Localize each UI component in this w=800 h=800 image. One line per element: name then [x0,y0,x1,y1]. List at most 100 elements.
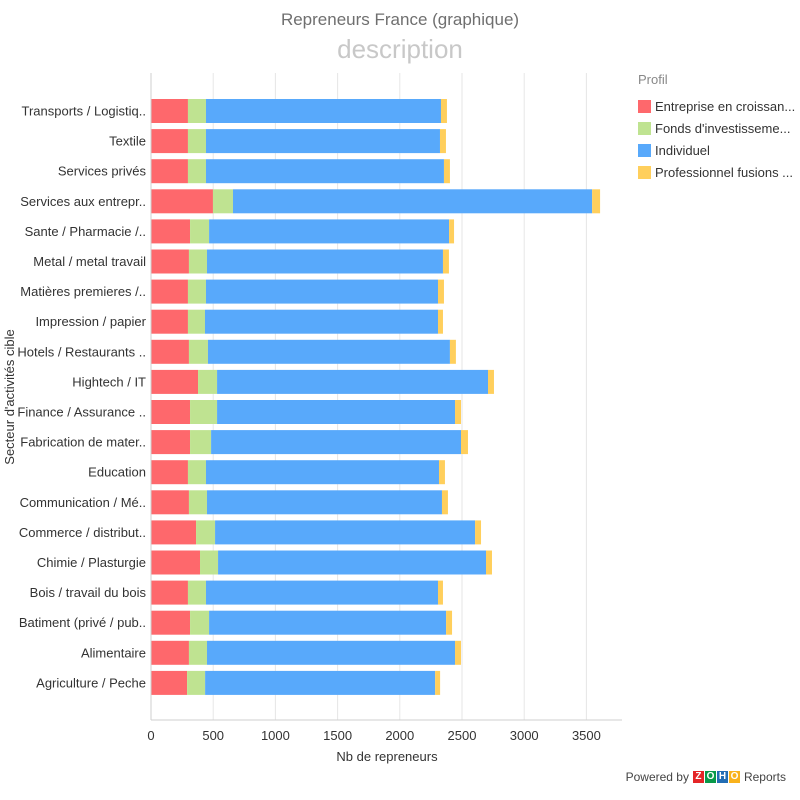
bar-segment[interactable]: Metal / metal travail — Individuel: 1897 [206,249,443,274]
bar-segment[interactable]: Hotels / Restaurants .. — Entreprise en … [151,339,189,364]
bar-segment[interactable]: Communication / Mé.. — Professionnel fus… [441,490,448,515]
bar-segment[interactable]: Education — Entreprise en croissan...: 2… [151,460,188,485]
bar-segment[interactable]: Agriculture / Peche — Individuel: 1849 [205,670,436,695]
bar-segment[interactable]: Batiment (privé / pub.. — Entreprise en … [151,610,191,635]
bar-segment[interactable]: Matières premieres /.. — Professionnel f… [437,279,444,304]
legend-item-individuel[interactable]: Individuel [638,139,795,161]
bar-segment[interactable]: Chimie / Plasturgie — Entreprise en croi… [151,550,201,575]
bar-segment[interactable]: Transports / Logistiq.. — Fonds d'invest… [187,99,206,123]
legend-item-professionnel[interactable]: Professionnel fusions ... [638,161,795,183]
bar-segment[interactable]: Services privés — Fonds d'investisseme..… [187,159,206,184]
bar-segment[interactable]: Impression / papier — Entreprise en croi… [151,309,188,334]
bar-segment[interactable]: Matières premieres /.. — Entreprise en c… [151,279,188,304]
bar-segment[interactable]: Hotels / Restaurants .. — Individuel: 19… [207,339,450,364]
bar-segment[interactable]: Hightech / IT — Individuel: 2178 [217,369,488,394]
bar-segment[interactable]: Impression / papier — Individuel: 1873 [204,309,438,334]
bar-segment[interactable]: Commerce / distribut.. — Professionnel f… [475,520,482,545]
bar-segment[interactable]: Hotels / Restaurants .. — Professionnel … [449,339,456,364]
bar-segment[interactable]: Commerce / distribut.. — Entreprise en c… [151,520,197,545]
bar-segment[interactable]: Batiment (privé / pub.. — Fonds d'invest… [190,610,210,635]
bar-segment[interactable]: Bois / travail du bois — Professionnel f… [437,580,443,605]
bar-segment[interactable]: Education — Fonds d'investisseme...: 145 [187,460,206,485]
bar-segment[interactable]: Fabrication de mater.. — Fonds d'investi… [190,430,212,455]
legend-label: Professionnel fusions ... [655,164,794,180]
bar-segment[interactable]: Chimie / Plasturgie — Individuel: 2154 [218,550,487,575]
bar-segment[interactable]: Matières premieres /.. — Individuel: 186… [205,279,438,304]
bar-segment[interactable]: Services aux entrepr.. — Fonds d'investi… [212,189,233,214]
legend-item-entreprise[interactable]: Entreprise en croissan... [638,95,795,117]
bar-segment[interactable]: Services privés — Individuel: 1913 [205,159,444,184]
bar-segment[interactable]: Sante / Pharmacie /.. — Individuel: 1929 [209,219,450,244]
bar-segment[interactable]: Alimentaire — Professionnel fusions ...:… [455,640,462,665]
bar-segment[interactable]: Batiment (privé / pub.. — Professionnel … [446,610,453,635]
bar-segment[interactable]: Services aux entrepr.. — Individuel: 288… [232,189,593,214]
bar-segment[interactable]: Commerce / distribut.. — Individuel: 209… [215,520,476,545]
bar-segment[interactable]: Hotels / Restaurants .. — Fonds d'invest… [188,339,208,364]
bar-segment[interactable]: Agriculture / Peche — Entreprise en croi… [151,670,188,695]
legend-label: Fonds d'investisseme... [655,120,791,136]
bar-segment[interactable]: Sante / Pharmacie /.. — Professionnel fu… [449,219,455,244]
bar-segment[interactable]: Bois / travail du bois — Entreprise en c… [151,580,188,605]
bar-segment[interactable]: Sante / Pharmacie /.. — Fonds d'investis… [190,219,210,244]
bar-segment[interactable]: Transports / Logistiq.. — Entreprise en … [151,99,188,123]
bar-segment[interactable]: Impression / papier — Fonds d'investisse… [187,309,205,334]
legend-swatch [638,165,651,179]
bar-segment[interactable]: Bois / travail du bois — Fonds d'investi… [187,580,206,605]
x-tick-label: 0 [147,728,154,743]
bar-segment[interactable]: Finance / Assurance .. — Entreprise en c… [151,400,191,424]
bar-segment[interactable]: Alimentaire — Individuel: 1994 [206,640,456,665]
bar-segment[interactable]: Bois / travail du bois — Individuel: 186… [205,580,438,605]
chart-subtitle: description [337,34,463,64]
bar-segment[interactable]: Sante / Pharmacie /.. — Entreprise en cr… [151,219,191,244]
bar-segment[interactable]: Fabrication de mater.. — Entreprise en c… [151,430,191,455]
bar-segment[interactable]: Agriculture / Peche — Professionnel fusi… [435,670,441,695]
chart-title: Repreneurs France (graphique) [280,10,520,29]
bar-segment[interactable]: Hightech / IT — Fonds d'investisseme...:… [198,369,218,394]
y-tick-label: Services aux entrepr.. [20,194,146,209]
bar-segment[interactable]: Transports / Logistiq.. — Professionnel … [440,99,447,123]
bar-segment[interactable]: Textile — Individuel: 1881 [205,129,440,154]
bar-segment[interactable]: Chimie / Plasturgie — Fonds d'investisse… [200,550,219,575]
bar-segment[interactable]: Commerce / distribut.. — Fonds d'investi… [196,520,216,545]
y-tick-label: Services privés [58,164,147,179]
bar-segment[interactable]: Metal / metal travail — Fonds d'investis… [188,249,207,274]
bar-segment[interactable]: Transports / Logistiq.. — Individuel: 18… [205,99,441,123]
bar-segment[interactable]: Services privés — Professionnel fusions … [443,159,450,184]
bar-segment[interactable]: Metal / metal travail — Professionnel fu… [442,249,449,274]
bar-segment[interactable]: Chimie / Plasturgie — Professionnel fusi… [486,550,492,575]
bar-segment[interactable]: Batiment (privé / pub.. — Individuel: 19… [209,610,447,635]
bar-segment[interactable]: Textile — Professionnel fusions ...: 48 [439,129,446,154]
bar-segment[interactable]: Services privés — Entreprise en croissan… [151,159,188,184]
bar-segment[interactable]: Finance / Assurance .. — Individuel: 191… [217,400,456,424]
bar-segment[interactable]: Services aux entrepr.. — Professionnel f… [592,189,601,214]
bar-segment[interactable]: Textile — Entreprise en croissan...: 297 [151,129,188,154]
bar-segment[interactable]: Communication / Mé.. — Individuel: 1889 [206,490,442,515]
zoho-logo-letter: Z [692,771,704,783]
powered-by-footer[interactable]: Powered by Z O H O Reports [626,770,786,784]
x-tick-labels: 0 500 1000 1500 2000 2500 3000 3500 [147,728,600,743]
bar-segment[interactable]: Education — Individuel: 1873 [205,460,439,485]
bar-segment[interactable]: Education — Professionnel fusions ...: 4… [438,460,445,485]
bar-segment[interactable]: Metal / metal travail — Entreprise en cr… [151,249,189,274]
bar-segment[interactable]: Textile — Fonds d'investisseme...: 145 [187,129,206,154]
bar-segment[interactable]: Matières premieres /.. — Fonds d'investi… [187,279,206,304]
legend-item-fonds[interactable]: Fonds d'investisseme... [638,117,795,139]
bar-segment[interactable]: Impression / papier — Professionnel fusi… [437,309,443,334]
powered-by-text: Powered by [625,770,689,784]
bar-segment[interactable]: Alimentaire — Entreprise en croissan...:… [151,640,189,665]
y-tick-label: Hightech / IT [72,374,146,389]
bar-segment[interactable]: Agriculture / Peche — Fonds d'investisse… [187,670,206,695]
bar-segment[interactable]: Finance / Assurance .. — Professionnel f… [455,400,462,424]
y-tick-label: Fabrication de mater.. [20,435,146,450]
y-tick-label: Finance / Assurance .. [17,405,146,420]
bar-segment[interactable]: Fabrication de mater.. — Professionnel f… [461,430,468,455]
bar-segment[interactable]: Finance / Assurance .. — Fonds d'investi… [190,400,218,424]
bar-segment[interactable]: Hightech / IT — Entreprise en croissan..… [151,369,199,394]
bar-segment[interactable]: Communication / Mé.. — Entreprise en cro… [151,490,189,515]
bar-segment[interactable]: Fabrication de mater.. — Individuel: 200… [211,430,462,455]
bar-segment[interactable]: Hightech / IT — Professionnel fusions ..… [487,369,494,394]
bar-segment[interactable]: Services aux entrepr.. — Entreprise en c… [151,189,213,214]
x-tick-label: 1000 [261,728,290,743]
bar-segment[interactable]: Communication / Mé.. — Fonds d'investiss… [188,490,207,515]
bar-segment[interactable]: Alimentaire — Fonds d'investisseme...: 1… [188,640,207,665]
